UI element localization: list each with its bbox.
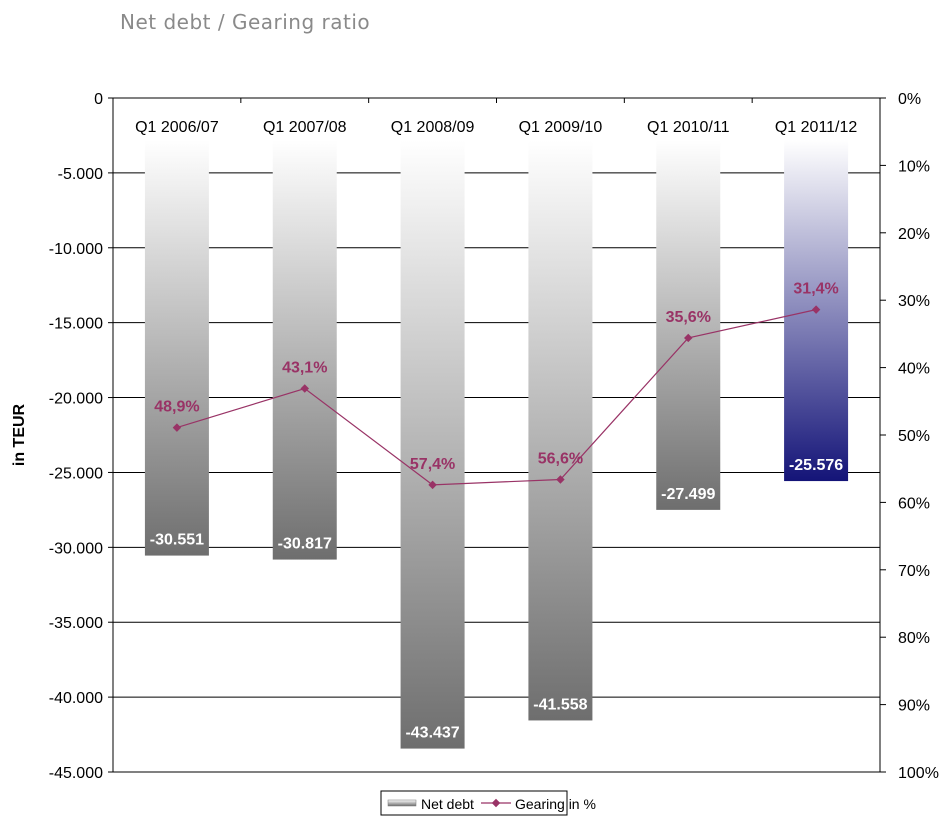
bar-value-label: -30.551 [150, 532, 204, 549]
gearing-polyline [176, 309, 817, 486]
bar [144, 140, 209, 556]
y-tick-label: -5.000 [58, 166, 103, 183]
legend-swatch-net-debt [387, 799, 417, 807]
gearing-value-label: 31,4% [793, 281, 838, 298]
bar-value-label: -25.576 [789, 457, 843, 474]
category-label: Q1 2007/08 [263, 119, 347, 136]
y-tick-label: 0 [94, 91, 103, 108]
y-tick-label: -10.000 [49, 241, 103, 258]
y-tick-label: -20.000 [49, 391, 103, 408]
gearing-marker [428, 480, 437, 490]
gearing-marker [556, 475, 565, 484]
bar [656, 140, 721, 510]
y-axis-title: in TEUR [11, 403, 28, 466]
bars [144, 140, 849, 749]
gearing-marker [811, 305, 821, 314]
gearing-value-label: 56,6% [538, 450, 583, 467]
y2-tick-label: 50% [898, 428, 930, 445]
gearing-marker [300, 384, 309, 393]
legend-label-net-debt: Net debt [421, 796, 474, 812]
data-labels: Q1 2006/07 Q1 2007/08 Q1 2008/09 Q1 2009/10… [135, 119, 857, 742]
y2-tick-label: 10% [898, 158, 930, 175]
category-label: Q1 2008/09 [391, 119, 475, 136]
y2-tick-label: 90% [898, 698, 930, 715]
category-label: Q1 2011/12 [775, 119, 858, 136]
gearing-value-label: 35,6% [666, 309, 711, 326]
gearing-value-label: 48,9% [154, 399, 199, 416]
y-tick-label: -30.000 [49, 540, 103, 557]
y2-tick-label: 80% [898, 630, 930, 647]
gearing-line [172, 305, 821, 490]
bar [528, 140, 593, 721]
y-tick-label: -45.000 [49, 765, 103, 782]
y2-tick-label: 40% [898, 361, 930, 378]
category-label: Q1 2006/07 [135, 119, 219, 136]
gearing-value-label: 57,4% [410, 456, 455, 473]
category-label: Q1 2010/11 [647, 119, 730, 136]
y2-tick-label: 20% [898, 226, 930, 243]
y2-tick-label: 60% [898, 495, 930, 512]
bar-value-label: -27.499 [661, 486, 715, 503]
bar [272, 140, 337, 560]
y2-tick-label: 0% [898, 91, 921, 108]
gearing-marker [684, 333, 693, 343]
legend-label-gearing: Gearing in % [515, 796, 596, 812]
y-tick-label: -15.000 [49, 316, 103, 333]
y-tick-label: -35.000 [49, 615, 103, 632]
page-title: Net debt / Gearing ratio [120, 10, 371, 34]
gearing-value-label: 43,1% [282, 359, 327, 376]
bar-value-label: -41.558 [533, 696, 587, 713]
category-label: Q1 2009/10 [519, 119, 603, 136]
bar-value-label: -30.817 [278, 536, 332, 553]
legend-marker-gearing [491, 798, 501, 808]
y-tick-label: -25.000 [49, 465, 103, 482]
gearing-marker [172, 423, 182, 432]
axes: 0 -5.000 -10.000 -15.000 -20.000 -25.000 -30.0… [11, 91, 939, 782]
y2-tick-label: 30% [898, 293, 930, 310]
bar [400, 140, 465, 749]
gridlines [113, 172, 880, 698]
bar-value-label: -43.437 [405, 725, 459, 742]
y2-tick-label: 70% [898, 563, 930, 580]
y-tick-label: -40.000 [49, 690, 103, 707]
legend: Net debt Gearing in % [380, 790, 596, 816]
y2-tick-label: 100% [898, 765, 939, 782]
